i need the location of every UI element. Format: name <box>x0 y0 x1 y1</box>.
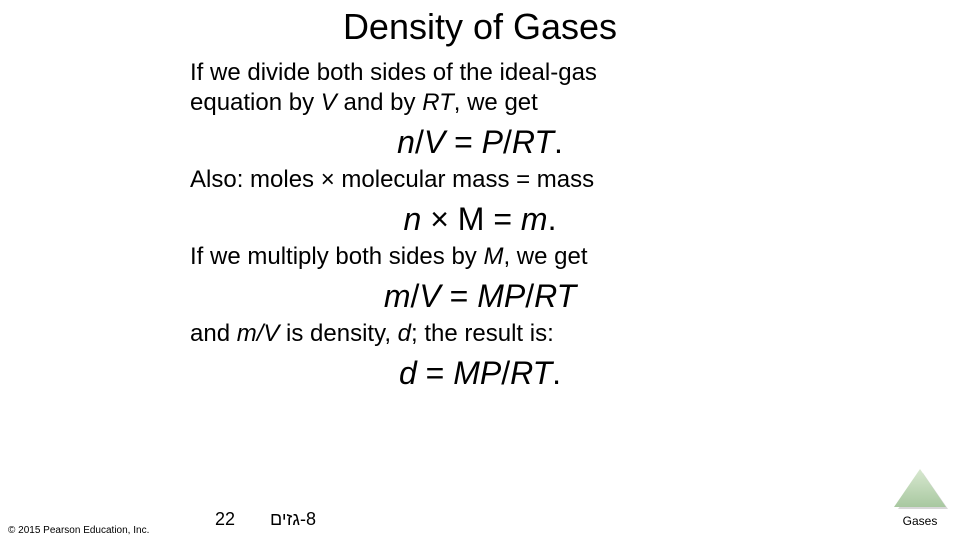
eq-n: n <box>404 201 422 237</box>
eq-rt: RT <box>512 124 554 160</box>
paragraph-4: and m/V is density, d; the result is: <box>190 319 840 349</box>
eq-v: V <box>424 124 445 160</box>
text: equation by <box>190 89 321 116</box>
eq-dot: . <box>548 201 557 237</box>
equation-4: d = MP/RT. <box>0 355 960 392</box>
eq-eq: = <box>445 124 481 160</box>
eq-dot: . <box>554 124 563 160</box>
eq-eq: = <box>417 355 453 391</box>
text: , we get <box>503 243 587 270</box>
text: If we divide both sides of the ideal-gas <box>190 59 597 86</box>
var-d: d <box>398 320 411 347</box>
eq-d: d <box>399 355 417 391</box>
equation-1: n/V = P/RT. <box>0 124 960 161</box>
text: If we multiply both sides by <box>190 243 483 270</box>
paragraph-3: If we multiply both sides by M, we get <box>190 242 840 272</box>
text: , we get <box>454 89 538 116</box>
eq-eq: = <box>441 278 477 314</box>
content: If we divide both sides of the ideal-gas… <box>0 58 960 392</box>
eq-p: P <box>482 124 503 160</box>
eq-v: V <box>419 278 440 314</box>
equation-2: n × M = m. <box>0 201 960 238</box>
eq-slash: / <box>525 278 534 314</box>
eq-slash: / <box>415 124 424 160</box>
eq-times: × M = <box>421 201 521 237</box>
text: ; the result is: <box>411 320 554 347</box>
eq-mp: MP <box>477 278 525 314</box>
var-m: M <box>483 243 503 270</box>
var-mv: m/V <box>237 320 280 347</box>
eq-rt: RT <box>510 355 552 391</box>
eq-slash: / <box>503 124 512 160</box>
eq-dot: . <box>552 355 561 391</box>
var-rt: RT <box>422 89 454 116</box>
page-number: 22 <box>215 509 235 530</box>
chapter-badge: Gases <box>890 467 950 530</box>
equation-3: m/V = MP/RT <box>0 278 960 315</box>
text: is density, <box>279 320 397 347</box>
eq-slash: / <box>501 355 510 391</box>
slide-title: Density of Gases <box>0 0 960 48</box>
triangle-icon <box>890 467 950 511</box>
chapter-label: Gases <box>890 514 950 528</box>
eq-m: m <box>384 278 411 314</box>
slide: Density of Gases If we divide both sides… <box>0 0 960 540</box>
eq-rt: RT <box>534 278 576 314</box>
var-v: V <box>321 89 337 116</box>
eq-n: n <box>397 124 415 160</box>
text: and by <box>337 89 422 116</box>
footer-hebrew: 8-גזים <box>270 509 316 530</box>
text: Also: moles × molecular mass = mass <box>190 166 594 193</box>
copyright: © 2015 Pearson Education, Inc. <box>8 525 149 536</box>
paragraph-1: If we divide both sides of the ideal-gas… <box>190 58 840 118</box>
eq-mp: MP <box>453 355 501 391</box>
eq-m: m <box>521 201 548 237</box>
paragraph-2: Also: moles × molecular mass = mass <box>190 165 840 195</box>
text: and <box>190 320 237 347</box>
